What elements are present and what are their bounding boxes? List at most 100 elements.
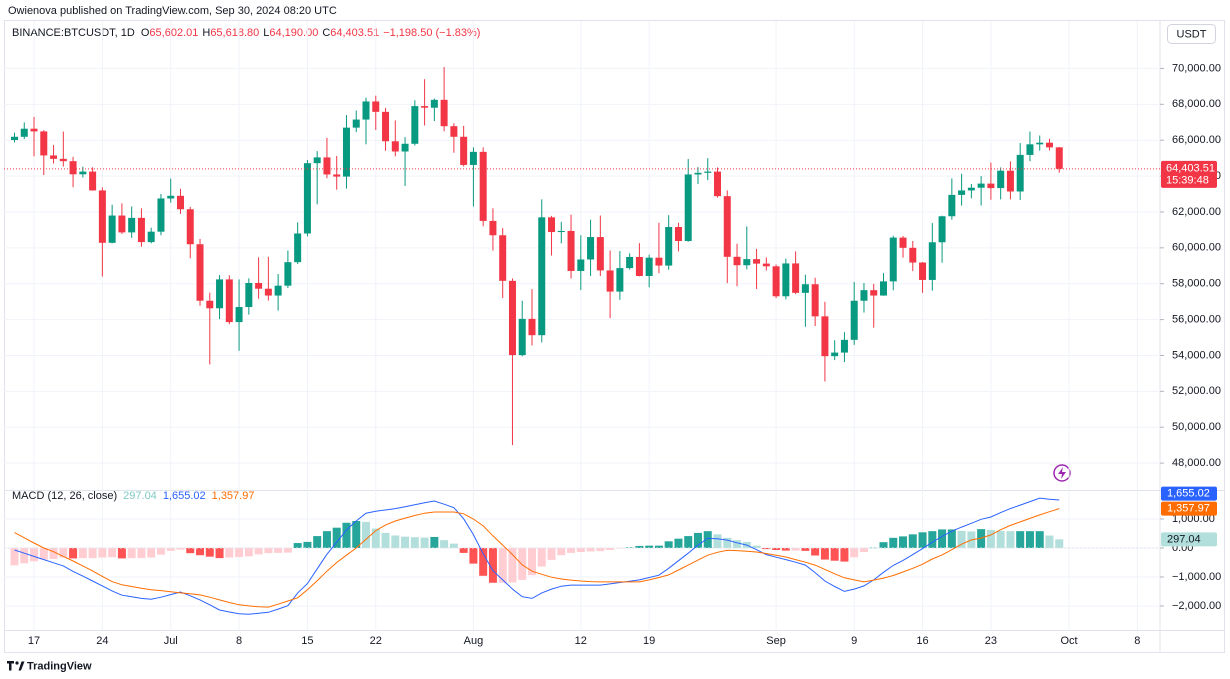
footer-logo: [7, 661, 25, 671]
histogram-bar: [781, 547, 790, 551]
histogram-bar: [791, 547, 800, 551]
value-tag: [1161, 532, 1217, 547]
ohlc-value: 64,403.51: [330, 27, 379, 39]
histogram-bar: [371, 528, 380, 548]
candle-body: [674, 227, 682, 242]
histogram-bar: [69, 547, 78, 559]
histogram-bar: [498, 547, 507, 583]
currency[interactable]: USDT: [1177, 28, 1207, 40]
candle-body: [59, 158, 67, 162]
candle-body: [723, 196, 731, 257]
candle-body: [567, 230, 575, 271]
candle-body: [587, 237, 595, 260]
candle-body: [157, 198, 165, 232]
publisher: Owienova published on TradingView.com, S…: [8, 5, 337, 17]
histogram-bar: [147, 547, 156, 558]
histogram-bar: [635, 545, 644, 548]
candle-body: [801, 284, 809, 293]
candle-body: [352, 119, 360, 128]
histogram-bar: [606, 547, 615, 550]
histogram-bar: [440, 540, 449, 548]
candle-body: [167, 195, 175, 199]
histogram-bar: [332, 527, 341, 548]
candle-body: [69, 161, 77, 175]
candle-body: [616, 268, 624, 292]
histogram-bar: [576, 547, 585, 553]
legend-value: 297.04: [123, 490, 157, 502]
x-tick-label: 12: [575, 635, 587, 647]
histogram-bar: [508, 547, 517, 583]
x-tick-label: Aug: [464, 635, 484, 647]
candle-body: [479, 151, 487, 221]
candle-body: [147, 231, 155, 243]
histogram-bar: [908, 534, 917, 548]
x-tick-label: 17: [28, 635, 40, 647]
histogram-bar: [684, 536, 693, 548]
legend-value: 1,655.02: [163, 490, 206, 502]
alert-icon: [1053, 464, 1071, 482]
candle-body: [792, 263, 800, 293]
candle-body: [323, 157, 331, 175]
x-tick-label: 22: [370, 635, 382, 647]
candle-body: [89, 171, 97, 191]
ohlc-value: 64,190.00: [269, 27, 318, 39]
histogram-bar: [479, 547, 488, 576]
histogram-bar: [615, 547, 624, 549]
histogram-bar: [59, 547, 68, 558]
candle-body: [772, 266, 780, 297]
histogram-bar: [840, 547, 849, 562]
histogram-bar: [674, 538, 683, 548]
frame: [4, 20, 1225, 653]
histogram-bar: [947, 529, 956, 548]
histogram-bar: [254, 547, 263, 555]
candle-body: [528, 318, 536, 336]
ohlc-label: L: [263, 27, 269, 39]
histogram-bar: [98, 547, 107, 558]
candle-body: [421, 106, 429, 108]
currency-button[interactable]: [1167, 24, 1216, 44]
candle-body: [997, 170, 1005, 189]
candle-body: [20, 128, 28, 137]
histogram-bar: [918, 532, 927, 548]
value-tag-label: 297.04: [1167, 533, 1201, 545]
candle-body: [391, 141, 399, 152]
candle-body: [694, 172, 702, 175]
candle-body: [626, 256, 634, 269]
candle-body: [50, 155, 58, 159]
histogram-bar: [1025, 531, 1034, 548]
value-tag: [1161, 501, 1217, 516]
candle-body: [655, 257, 663, 266]
histogram-bar: [957, 530, 966, 548]
candle-body: [1036, 142, 1044, 145]
candle-body: [440, 99, 448, 127]
candle-body: [294, 233, 302, 263]
candle-body: [508, 280, 516, 356]
histogram-bar: [537, 547, 546, 567]
candle-body: [1045, 142, 1053, 148]
histogram-bar: [342, 522, 351, 548]
candle-body: [645, 257, 653, 276]
ohlc-value: 65,602.01: [149, 27, 198, 39]
histogram-bar: [274, 547, 283, 553]
candle-body: [958, 190, 966, 195]
histogram-bar: [137, 547, 146, 559]
candle-body: [1055, 147, 1063, 169]
histogram-bar: [547, 547, 556, 560]
x-tick-label: 19: [643, 635, 655, 647]
candle-body: [196, 244, 204, 301]
candle-body: [30, 128, 38, 132]
histogram-bar: [215, 547, 224, 559]
candle-body: [753, 259, 761, 264]
candle-body: [733, 256, 741, 266]
histogram-bar: [664, 541, 673, 548]
candle-body: [411, 106, 419, 144]
x-tick-label: Jul: [164, 635, 178, 647]
candle-body: [577, 259, 585, 271]
ohlc-value: 65,618.80: [210, 27, 259, 39]
histogram-bar: [362, 521, 371, 548]
histogram-bar: [1006, 531, 1015, 548]
histogram-bar: [654, 545, 663, 548]
histogram-bar: [322, 531, 331, 548]
